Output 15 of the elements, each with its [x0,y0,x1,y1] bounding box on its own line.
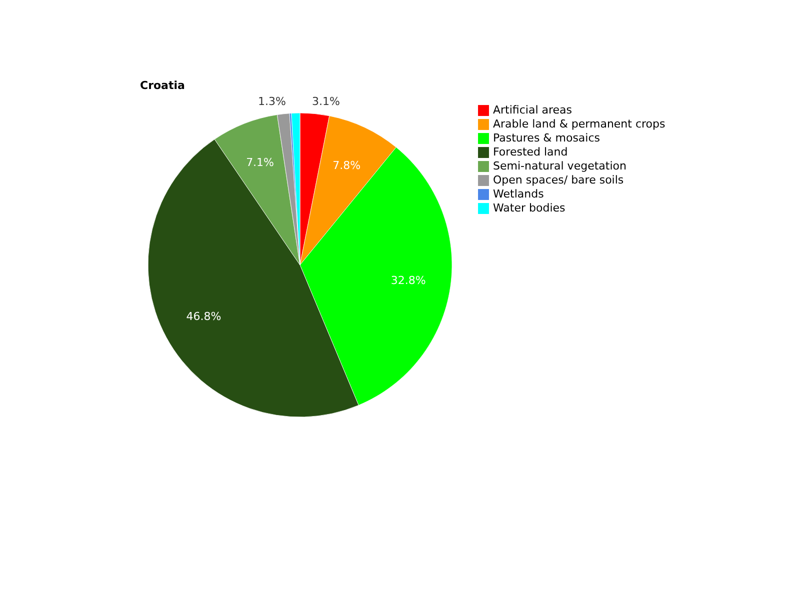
legend-label: Forested land [493,146,568,158]
data-label: 32.8% [390,274,426,287]
legend-label: Arable land & permanent crops [493,118,666,130]
legend-label: Artificial areas [493,104,572,116]
data-label: 7.8% [332,158,361,172]
data-label: 7.1% [246,156,274,170]
legend-label: Semi-natural vegetation [493,160,626,172]
legend-label: Open spaces/ bare soils [493,174,624,186]
legend-label: Water bodies [493,202,566,214]
data-label: 3.1% [312,94,340,108]
data-label: 46.8% [186,310,222,324]
data-label: 1.3% [258,94,286,108]
legend-label: Pastures & mosaics [493,132,600,144]
legend-label: Wetlands [493,188,544,200]
chart-title: Croatia [140,79,185,92]
